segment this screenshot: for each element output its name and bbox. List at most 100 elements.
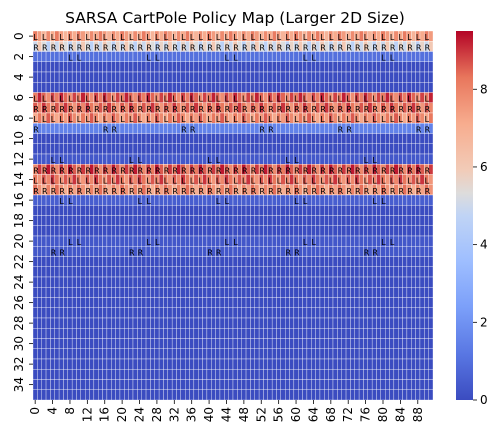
heatmap-cell [280,276,286,288]
heatmap-cell [258,215,264,226]
heatmap-cell [93,338,99,349]
heatmap-cell [389,297,395,308]
heatmap-cell [258,82,264,93]
heatmap-cell [245,389,251,401]
heatmap-cell [328,266,334,278]
heatmap-cell [328,379,334,390]
cell-annotation: L [59,177,64,186]
heatmap-cell [350,194,355,206]
heatmap-cell [150,369,155,380]
heatmap-cell [202,266,208,278]
heatmap-cell [41,328,47,339]
heatmap-cell [424,82,429,93]
heatmap-cell [71,246,77,257]
heatmap-cell [171,194,177,206]
heatmap-cell [198,82,203,93]
heatmap-cell [124,123,129,134]
cell-annotation: R [338,125,344,134]
heatmap-cell [150,307,155,319]
heatmap-cell [411,205,416,216]
heatmap-cell [341,266,347,278]
heatmap-cell [93,61,99,73]
cell-annotation: L [190,115,195,124]
heatmap-cell [289,205,295,216]
heatmap-cell [198,256,203,267]
heatmap-cell [41,82,47,93]
heatmap-cell [89,256,95,267]
heatmap-cell [371,317,377,329]
heatmap-cell [163,317,168,329]
heatmap-cell [198,338,203,349]
cell-annotation: R [303,43,309,52]
heatmap-cell [167,123,173,134]
heatmap-cell [132,338,138,349]
heatmap-cell [137,143,142,155]
cell-annotation: L [68,197,73,206]
cell-annotation: L [294,95,299,104]
cell-annotation: R [364,166,370,175]
cell-annotation: R [155,187,161,196]
heatmap-cell [258,246,264,257]
heatmap-cell [167,194,173,206]
heatmap-cell [237,369,242,380]
heatmap-cell [419,348,425,360]
heatmap-cell [354,317,360,329]
heatmap-cell [241,297,247,308]
heatmap-cell [232,358,238,370]
heatmap-cell [358,133,364,144]
cell-annotation: L [59,156,64,165]
heatmap-cell [224,297,229,308]
cell-annotation: L [277,95,282,104]
heatmap-cell [106,389,112,401]
heatmap-cell [415,225,421,237]
heatmap-cell [128,225,134,237]
heatmap-cell [145,71,151,83]
heatmap-cell [167,225,173,237]
heatmap-cell [398,276,403,288]
heatmap-cell [93,235,99,247]
heatmap-cell [398,369,403,380]
heatmap-cell [376,133,382,144]
heatmap-cell [89,246,95,257]
heatmap-cell [345,246,351,257]
heatmap-cell [41,266,47,278]
heatmap-cell [367,71,373,83]
cell-annotation: R [425,105,431,114]
heatmap-cell [254,205,260,216]
heatmap-cell [150,153,155,165]
heatmap-cell [154,287,160,298]
heatmap-cell [267,205,273,216]
cell-annotation: L [42,115,47,124]
heatmap-cell [58,256,64,267]
heatmap-cell [280,317,286,329]
heatmap-cell [45,328,51,339]
heatmap-cell [302,256,308,267]
cell-annotation: R [59,166,65,175]
heatmap-cell [32,71,38,83]
heatmap-cell [289,82,295,93]
heatmap-cell [128,338,134,349]
heatmap-cell [367,61,373,73]
heatmap-cell [219,358,225,370]
heatmap-cell [380,246,386,257]
heatmap-cell [411,194,416,206]
heatmap-cell [237,328,242,339]
heatmap-cell [419,225,425,237]
heatmap-cell [189,246,195,257]
cell-annotation: L [312,177,317,186]
x-axis: 0 4 8 12 16 20 24 28 32 36 40 44 48 52 56 60 64 68 72 76 80 8… [28,400,425,422]
heatmap-cell [115,328,121,339]
heatmap-cell [202,328,208,339]
heatmap-cell [398,348,403,360]
heatmap-cell [176,266,182,278]
heatmap-cell [171,205,177,216]
heatmap-cell [219,71,225,83]
heatmap-cell [206,266,212,278]
heatmap-cell [154,328,160,339]
heatmap-cell [398,215,403,226]
heatmap-cell [228,61,234,73]
heatmap-cell [158,317,164,329]
heatmap-cell [315,358,321,370]
heatmap-cell [232,379,238,390]
heatmap-cell [176,256,182,267]
